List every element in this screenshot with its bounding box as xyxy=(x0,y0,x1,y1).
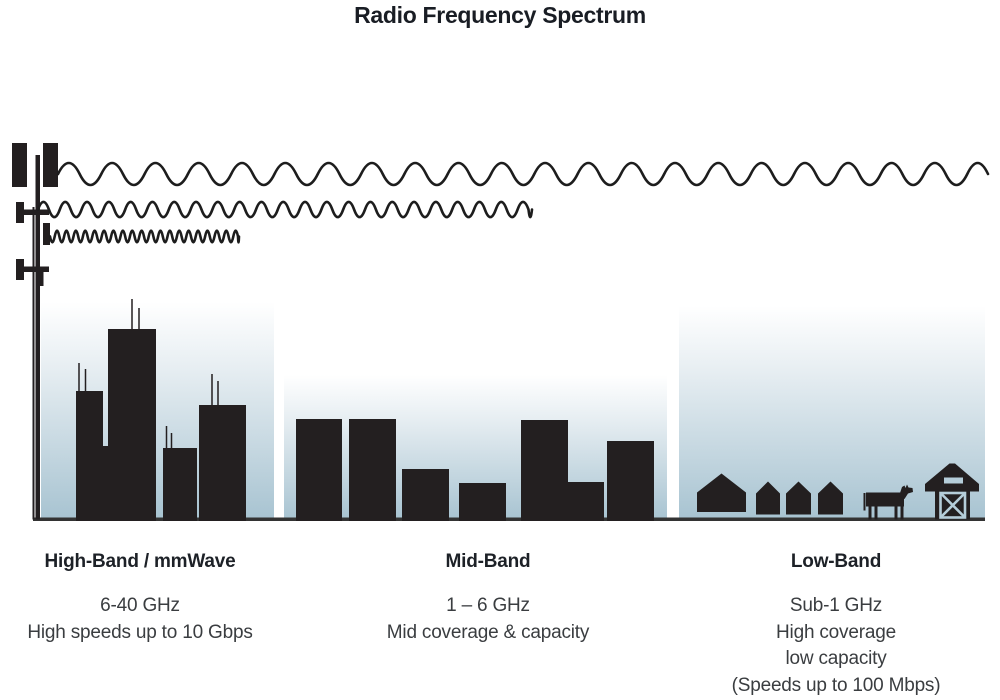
mid-band-building xyxy=(567,482,604,521)
tower-small-panel xyxy=(43,223,50,245)
tower-bracket-antenna xyxy=(16,202,24,223)
high-band-label-block: High-Band / mmWave 6-40 GHz High speeds … xyxy=(20,551,260,646)
low-band-long-wave xyxy=(56,161,990,187)
high-band-building xyxy=(76,391,103,521)
house-icon xyxy=(756,481,780,515)
barn-door xyxy=(939,491,967,519)
mid-band-frequency: 1 – 6 GHz xyxy=(446,595,530,616)
low-band-description-1: High coverage xyxy=(776,621,896,643)
mid-band-name: Mid-Band xyxy=(445,551,531,572)
low-band-description-2: low capacity xyxy=(785,648,887,669)
tower-bracket-antenna-lower xyxy=(16,259,24,280)
low-band-description-3: (Speeds up to 100 Mbps) xyxy=(731,674,941,696)
high-band-short-wave xyxy=(48,229,241,244)
low-band-frequency: Sub-1 GHz xyxy=(789,595,883,616)
page-title: Radio Frequency Spectrum xyxy=(354,2,646,28)
barn-vent xyxy=(944,477,963,484)
ground-line xyxy=(33,517,985,521)
mid-band-label-block: Mid-Band 1 – 6 GHz Mid coverage & capaci… xyxy=(368,551,608,646)
high-band-building xyxy=(199,405,246,521)
high-band-building xyxy=(101,446,110,521)
low-band-name: Low-Band xyxy=(790,551,882,572)
mid-band-building xyxy=(349,419,396,521)
tower-crossbar-lower xyxy=(24,266,49,272)
barn-door-cross xyxy=(940,492,966,518)
radio-waves xyxy=(36,161,990,244)
tower-antenna-panel-right xyxy=(43,143,58,187)
tower-stub xyxy=(38,272,44,286)
mid-band-description: Mid coverage & capacity xyxy=(386,621,590,643)
mid-band-building xyxy=(459,483,506,521)
house-icon xyxy=(818,481,843,515)
mid-band-medium-wave xyxy=(36,200,534,219)
mid-band-building xyxy=(296,419,342,521)
high-band-building xyxy=(163,448,197,521)
barn-icon xyxy=(925,463,979,520)
low-band-label-block: Low-Band Sub-1 GHz High coverage low cap… xyxy=(716,551,956,699)
tower-crossbar xyxy=(24,209,49,215)
high-band-description: High speeds up to 10 Gbps xyxy=(27,621,253,643)
high-band-name: High-Band / mmWave xyxy=(44,551,236,572)
cow-icon xyxy=(863,484,913,520)
mid-band-building xyxy=(521,420,568,521)
cell-tower-icon xyxy=(12,143,58,520)
house-icon xyxy=(697,473,746,512)
tower-antenna-panel-left xyxy=(12,143,27,187)
tower-pole xyxy=(35,155,40,520)
tower-cable xyxy=(32,207,35,520)
high-band-building xyxy=(108,329,156,521)
mid-band-building xyxy=(607,441,654,521)
houses xyxy=(697,473,843,515)
high-band-frequency: 6-40 GHz xyxy=(100,595,180,616)
house-icon xyxy=(786,481,811,515)
city-skylines xyxy=(76,299,654,521)
mid-band-building xyxy=(402,469,449,521)
